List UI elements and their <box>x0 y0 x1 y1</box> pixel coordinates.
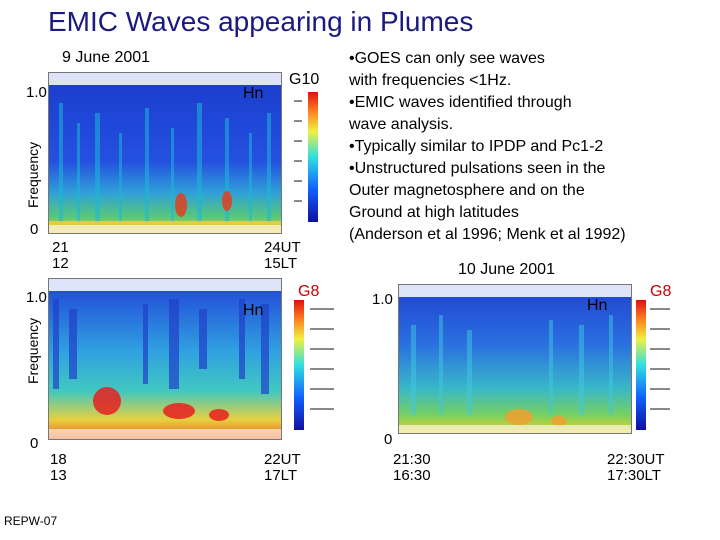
panel1-xend-lt: 15LT <box>264 255 298 272</box>
bullet-line: •Typically similar to IPDP and Pc1-2 <box>349 138 604 155</box>
panel2-component: Hn <box>243 302 264 319</box>
bullet-line: •EMIC waves identified through <box>349 94 572 111</box>
panel1-ybottom: 0 <box>30 221 39 238</box>
bullet-line: •GOES can only see waves <box>349 50 545 67</box>
bullet-line: •Unstructured pulsations seen in the <box>349 160 606 177</box>
panel3-satellite: G8 <box>650 283 672 300</box>
bullet-line: (Anderson et al 1996; Menk et al 1992) <box>349 226 626 243</box>
panel1-colorbar <box>294 92 318 222</box>
panel2-xend-lt: 17LT <box>264 467 298 484</box>
panel3-xstart-lt: 16:30 <box>393 467 431 484</box>
footer-label: REPW-07 <box>4 514 58 528</box>
panel3-ytop: 1.0 <box>372 291 393 308</box>
panel2-xstart-lt: 13 <box>50 467 67 484</box>
panel1-spectrogram <box>48 72 282 234</box>
bullet-notes: •GOES can only see waves with frequencie… <box>349 48 626 246</box>
panel3-xend-lt: 17:30LT <box>607 467 661 484</box>
panel3-component: Hn <box>587 297 608 314</box>
panel1-component: Hn <box>243 85 264 102</box>
page-title: EMIC Waves appearing in Plumes <box>48 6 474 37</box>
panel1-xstart-ut: 21 <box>52 239 69 256</box>
bullet-line: Outer magnetosphere and on the <box>349 182 585 199</box>
panel3-date: 10 June 2001 <box>458 261 555 278</box>
panel1-satellite: G10 <box>289 71 320 88</box>
panel1-xend-ut: 24UT <box>264 239 301 256</box>
bullet-line: Ground at high latitudes <box>349 204 519 221</box>
panel1-ytop: 1.0 <box>26 84 47 101</box>
panel2-xstart-ut: 18 <box>50 451 67 468</box>
panel2-satellite: G8 <box>298 283 320 300</box>
panel3-xstart-ut: 21:30 <box>393 451 431 468</box>
panel3-xend-ut: 22:30UT <box>607 451 665 468</box>
panel2-colorbar <box>294 300 334 430</box>
panel3-ybottom: 0 <box>384 431 393 448</box>
panel2-ylabel: Frequency <box>25 317 41 384</box>
panel2-ytop: 1.0 <box>26 289 47 306</box>
bullet-line: with frequencies <1Hz. <box>349 72 512 89</box>
panel3-colorbar <box>636 300 670 430</box>
panel2-xend-ut: 22UT <box>264 451 301 468</box>
panel1-ylabel: Frequency <box>25 141 41 208</box>
panel3-spectrogram <box>398 284 632 434</box>
panel1-xstart-lt: 12 <box>52 255 69 272</box>
panel1-date: 9 June 2001 <box>62 49 151 66</box>
bullet-line: wave analysis. <box>349 116 454 133</box>
panel2-ybottom: 0 <box>30 435 39 452</box>
panel2-spectrogram <box>48 278 282 440</box>
